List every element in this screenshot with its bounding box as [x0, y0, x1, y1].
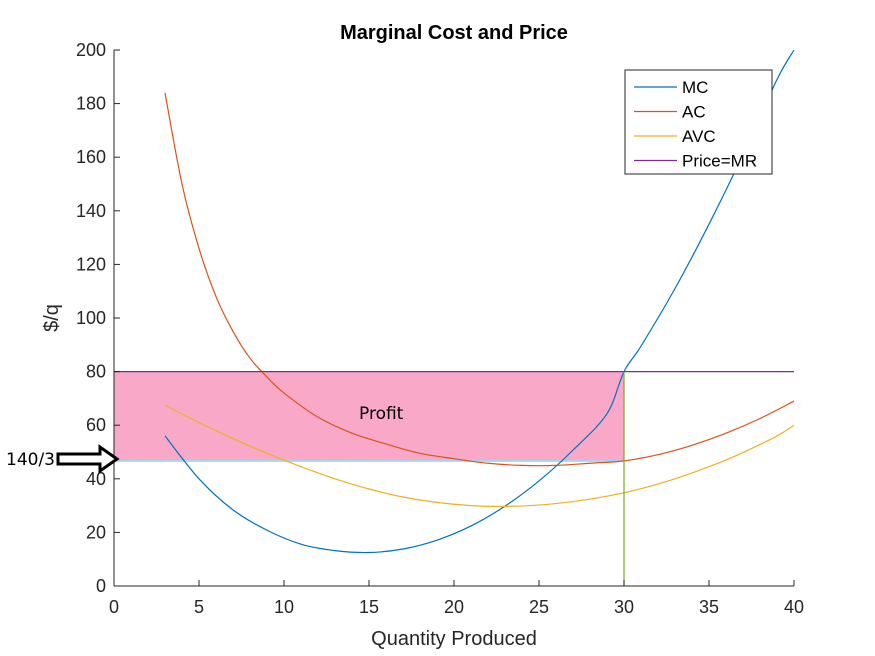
- y-tick-label: 140: [76, 201, 106, 221]
- y-tick-label: 0: [96, 576, 106, 596]
- y-tick-label: 20: [86, 522, 106, 542]
- x-tick-label: 10: [274, 597, 294, 617]
- y-tick-label: 160: [76, 147, 106, 167]
- price-marker-arrow-icon: [56, 444, 120, 474]
- x-tick-label: 25: [529, 597, 549, 617]
- x-tick-label: 35: [699, 597, 719, 617]
- y-tick-label: 40: [86, 469, 106, 489]
- ticks-group: 0 5 10 15 20 25 30 35 40 0 20 40 60 80 100 120 140 160 180…: [76, 40, 804, 617]
- y-tick-label: 100: [76, 308, 106, 328]
- legend-entries: MC AC AVC Price=MR: [634, 78, 757, 171]
- x-tick-label: 15: [359, 597, 379, 617]
- series-line-ac: [164, 92, 795, 467]
- series-line-avc: [164, 404, 795, 508]
- y-tick-label: 180: [76, 94, 106, 114]
- x-tick-label: 20: [444, 597, 464, 617]
- y-tick-label: 200: [76, 40, 106, 60]
- profit-label: Profit: [359, 404, 404, 424]
- y-axis-label: $/q: [41, 304, 63, 332]
- x-tick-label: 0: [109, 597, 119, 617]
- profit-region: [114, 371, 624, 461]
- legend-label-avc: AVC: [682, 127, 716, 146]
- series-line-mc: [164, 49, 795, 554]
- x-tick-label: 30: [614, 597, 634, 617]
- y-tick-label: 80: [86, 362, 106, 382]
- x-axis-label: Quantity Produced: [371, 628, 537, 650]
- legend-label-mc: MC: [682, 78, 708, 97]
- legend-label-price-mr: Price=MR: [682, 152, 757, 171]
- x-tick-label: 5: [194, 597, 204, 617]
- legend-label-ac: AC: [682, 103, 706, 122]
- price-marker-label: 140/3: [6, 450, 55, 470]
- y-tick-label: 120: [76, 254, 106, 274]
- profit-region-group: [114, 371, 624, 462]
- series-group: [114, 49, 795, 586]
- x-tick-label: 40: [784, 597, 804, 617]
- chart-title: Marginal Cost and Price: [340, 22, 568, 44]
- legend: MC AC AVC Price=MR: [624, 69, 773, 175]
- y-tick-label: 60: [86, 415, 106, 435]
